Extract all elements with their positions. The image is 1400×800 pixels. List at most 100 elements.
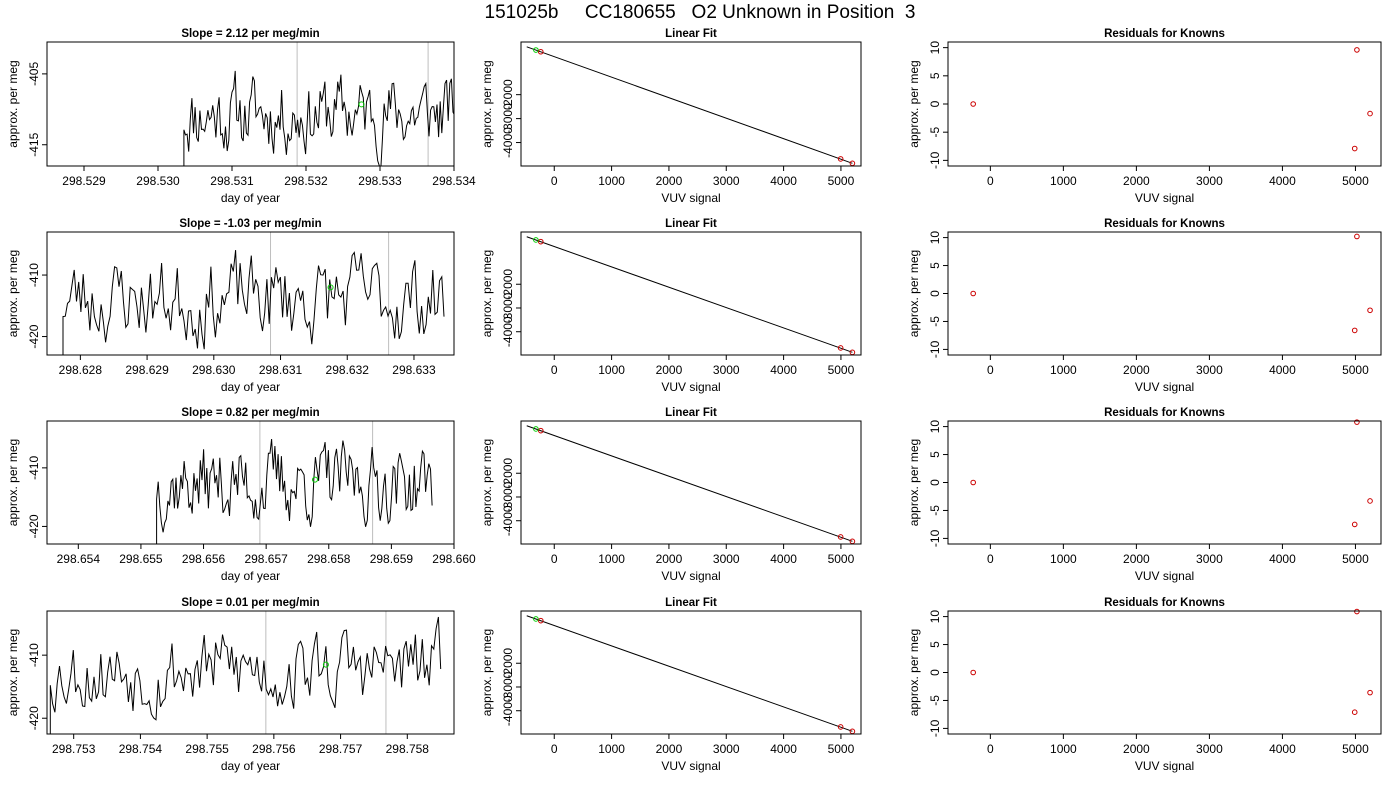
panel-1-1	[516, 231, 862, 360]
y-tick-label: -420	[27, 706, 41, 730]
figure-title: 151025b CC180655 O2 Unknown in Position …	[484, 2, 916, 23]
y-axis-label: approx. per meg	[6, 60, 20, 147]
unknown-point	[533, 47, 539, 53]
x-tick-label: 298.628	[59, 363, 103, 377]
x-tick-label: 5000	[828, 174, 855, 188]
plot-frame	[520, 610, 862, 735]
x-tick-label: 2000	[1123, 742, 1150, 756]
plot-frame	[46, 41, 455, 167]
y-tick-label: -405	[27, 62, 41, 86]
residual-point	[1351, 145, 1358, 152]
plot-frame	[947, 41, 1382, 167]
x-tick-label: 0	[987, 363, 994, 377]
y-tick-label: -420	[27, 324, 41, 348]
unknown-point	[322, 661, 329, 668]
x-tick-label: 3000	[713, 363, 740, 377]
panel-3-1	[516, 610, 862, 739]
panel-title: Slope = 0.01 per meg/min	[181, 597, 319, 609]
x-axis-label: VUV signal	[1135, 759, 1194, 773]
x-tick-label: 1000	[598, 552, 625, 566]
known-point	[537, 427, 544, 434]
y-tick-label: -10	[928, 719, 942, 737]
unknown-point	[311, 476, 318, 483]
fit-line	[526, 615, 853, 732]
residual-point	[1367, 110, 1373, 117]
y-tick-label: -4000	[501, 695, 515, 726]
panel-title: Residuals for Knowns	[1104, 28, 1225, 40]
x-tick-label: 298.660	[432, 552, 476, 566]
panel-title: Residuals for Knowns	[1104, 218, 1225, 230]
x-tick-label: 4000	[770, 363, 797, 377]
x-tick-label: 3000	[1196, 552, 1223, 566]
y-tick-label: 0	[928, 669, 942, 676]
x-tick-label: 1000	[598, 742, 625, 756]
x-tick-label: 5000	[828, 552, 855, 566]
y-tick-label: 10	[928, 420, 942, 434]
residual-point	[1367, 307, 1373, 314]
x-tick-label: 4000	[1269, 174, 1296, 188]
y-tick-label: -5	[928, 695, 942, 706]
y-tick-label: 0	[928, 479, 942, 486]
residual-point	[1354, 419, 1360, 425]
panel-0-1	[516, 41, 862, 171]
y-tick-label: -4000	[501, 127, 515, 158]
x-tick-label: 5000	[828, 742, 855, 756]
y-tick-label: 10	[928, 231, 942, 245]
x-tick-label: 298.754	[119, 742, 163, 756]
plot-frame	[947, 231, 1382, 356]
y-tick-label: -2000	[501, 648, 515, 679]
x-tick-label: 0	[551, 742, 558, 756]
plot-area	[156, 421, 433, 544]
known-point	[837, 345, 844, 351]
x-tick-label: 4000	[770, 174, 797, 188]
residual-point	[1351, 327, 1358, 334]
plot-frame	[520, 41, 862, 167]
x-tick-label: 1000	[1050, 174, 1077, 188]
plot-frame	[46, 610, 455, 735]
panel-0-0	[42, 41, 455, 171]
y-tick-label: 5	[928, 641, 942, 648]
panel-title: Linear Fit	[665, 218, 717, 230]
x-tick-label: 1000	[598, 174, 625, 188]
panel-title: Slope = -1.03 per meg/min	[179, 218, 321, 230]
x-tick-label: 298.658	[307, 552, 351, 566]
x-tick-label: 0	[987, 174, 994, 188]
y-axis-label: approx. per meg	[480, 250, 494, 337]
x-tick-label: 4000	[1269, 363, 1296, 377]
x-tick-label: 4000	[770, 552, 797, 566]
residual-point	[970, 669, 976, 676]
panel-title: Residuals for Knowns	[1104, 597, 1225, 609]
unknown-point	[533, 616, 539, 622]
x-tick-label: 1000	[1050, 742, 1077, 756]
residual-point	[970, 290, 976, 297]
x-tick-label: 4000	[1269, 552, 1296, 566]
x-tick-label: 0	[987, 742, 994, 756]
panel-3-2	[943, 608, 1382, 739]
y-axis-label: approx. per meg	[6, 250, 20, 337]
x-tick-label: 1000	[1050, 552, 1077, 566]
x-tick-label: 298.633	[392, 363, 436, 377]
x-tick-label: 298.532	[284, 174, 328, 188]
x-tick-label: 1000	[1050, 363, 1077, 377]
plot-area	[49, 611, 442, 734]
known-point	[837, 724, 844, 730]
x-tick-label: 298.533	[358, 174, 402, 188]
series-line	[183, 70, 454, 166]
x-tick-label: 298.756	[252, 742, 296, 756]
x-tick-label: 2000	[656, 552, 683, 566]
y-tick-label: -2000	[501, 458, 515, 489]
unknown-point	[533, 426, 539, 432]
y-tick-label: -2000	[501, 269, 515, 300]
plot-frame	[520, 231, 862, 356]
x-tick-label: 298.529	[62, 174, 106, 188]
x-tick-label: 298.630	[192, 363, 236, 377]
x-tick-label: 298.659	[370, 552, 414, 566]
known-point	[537, 238, 544, 245]
y-tick-label: -2000	[501, 79, 515, 110]
known-point	[837, 156, 844, 162]
y-tick-label: -3000	[501, 103, 515, 134]
y-tick-label: -410	[27, 456, 41, 480]
y-tick-label: -4000	[501, 505, 515, 536]
residual-point	[1354, 47, 1360, 53]
x-tick-label: 5000	[1342, 552, 1369, 566]
